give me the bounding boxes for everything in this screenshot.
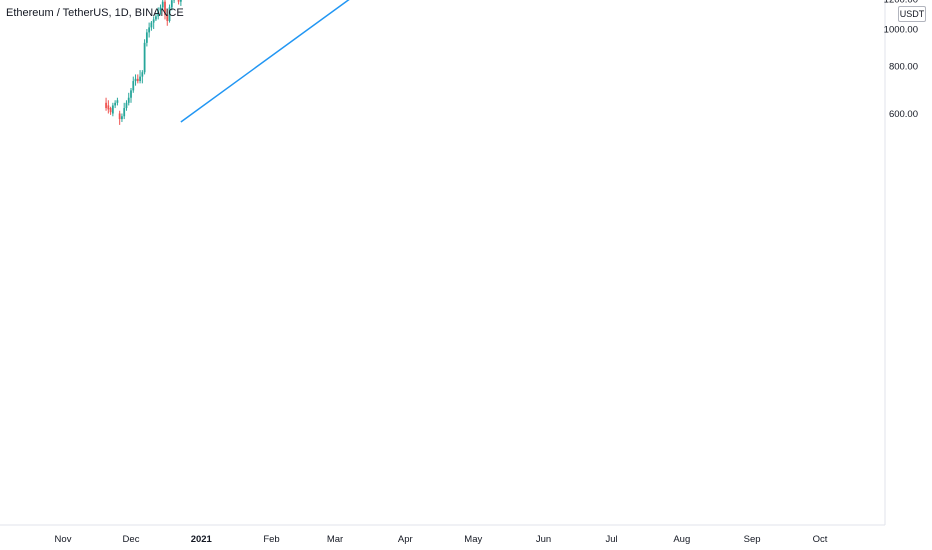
candle-body xyxy=(127,97,130,103)
candle-body xyxy=(150,22,153,28)
x-tick-label: Apr xyxy=(398,534,413,545)
candle-body xyxy=(166,14,169,21)
candle-body xyxy=(155,16,157,20)
candle-body xyxy=(164,1,166,15)
candle-body xyxy=(114,102,117,106)
x-tick-label: May xyxy=(464,534,482,545)
candle-body xyxy=(107,105,110,110)
price-axis[interactable]: 600.00800.001000.001200.001400.001600.00… xyxy=(884,0,918,120)
candle-body xyxy=(130,90,132,98)
currency-unit-badge[interactable]: USDT xyxy=(898,6,926,22)
candle-body xyxy=(105,102,107,109)
symbol-title: Ethereum / TetherUS, 1D, BINANCE xyxy=(6,7,184,19)
x-tick-label: Jun xyxy=(536,534,551,545)
candle-body xyxy=(170,0,173,8)
candle-body xyxy=(152,19,155,23)
support-trendline[interactable] xyxy=(180,0,507,123)
x-tick-label: 2021 xyxy=(191,534,213,545)
y-tick-label: 1000.00 xyxy=(884,25,918,36)
x-tick-label: Aug xyxy=(673,534,690,545)
candle-body xyxy=(125,102,128,109)
time-axis[interactable]: Nov Dec 2021 Feb Mar Apr May Jun Jul Aug Sep Oct xyxy=(55,534,828,545)
candles-layer xyxy=(105,0,182,125)
y-tick-label: 800.00 xyxy=(889,61,918,72)
drawings-layer xyxy=(180,0,507,123)
candle-body xyxy=(132,81,135,91)
candle-body xyxy=(141,72,144,77)
candle-body xyxy=(111,105,114,114)
x-tick-label: Jul xyxy=(605,534,617,545)
candle-body xyxy=(177,0,180,2)
x-tick-label: Mar xyxy=(327,534,343,545)
candle-body xyxy=(139,76,141,82)
candle-body xyxy=(148,27,151,33)
y-tick-label: 600.00 xyxy=(889,109,918,120)
candle-body xyxy=(136,78,139,82)
x-tick-label: Feb xyxy=(263,534,279,545)
candle-body xyxy=(118,113,121,120)
y-tick-label: 1200.00 xyxy=(884,0,918,5)
candle-body xyxy=(179,0,182,2)
candle-body xyxy=(143,42,146,73)
candle-body xyxy=(116,100,119,103)
x-tick-label: Oct xyxy=(813,534,828,545)
x-tick-label: Dec xyxy=(123,534,140,545)
candle-body xyxy=(145,32,148,43)
candle-body xyxy=(161,1,164,8)
candle-body xyxy=(134,78,137,82)
candle-body xyxy=(159,7,162,11)
candle-body xyxy=(109,108,112,113)
candle-body xyxy=(121,116,123,120)
candle-body xyxy=(157,10,160,17)
x-tick-label: Nov xyxy=(55,534,72,545)
candle-body xyxy=(168,7,171,21)
x-tick-label: Sep xyxy=(744,534,761,545)
candle-body xyxy=(123,108,126,117)
